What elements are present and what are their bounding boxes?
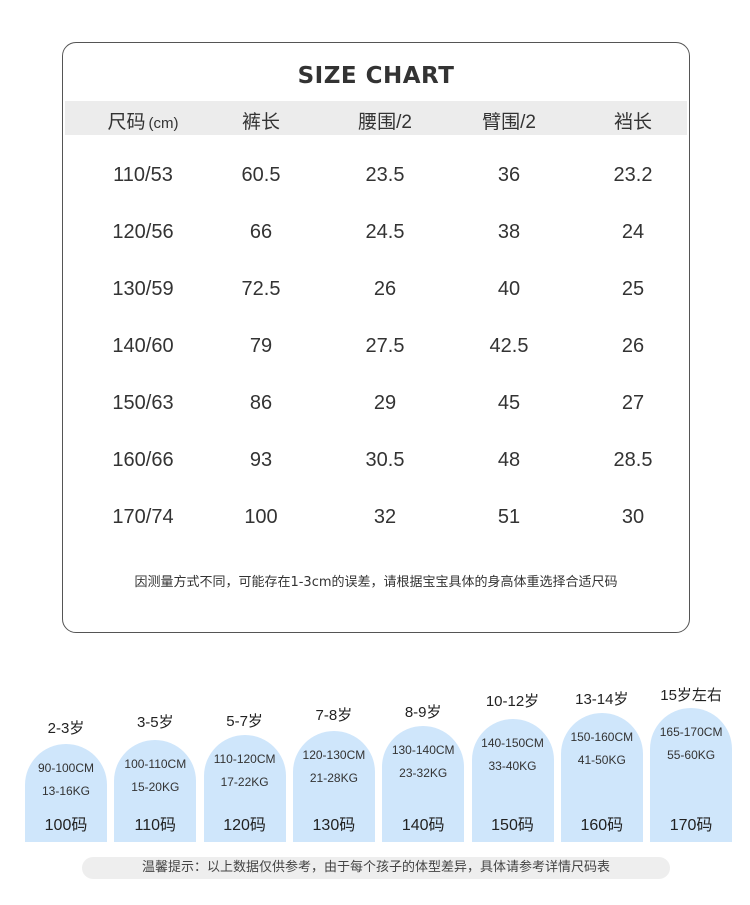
age-label: 13-14岁 [575,691,629,708]
table-cell: 23.5 [365,164,405,186]
table-cell: 72.5 [241,278,281,300]
table-cell: 45 [497,392,521,414]
size-code: 160码 [580,817,624,834]
tip-bar: 温馨提示：以上数据仅供参考，由于每个孩子的体型差异，具体请参考详情尺码表 [82,857,670,879]
size-code: 150码 [491,817,534,834]
age-size-card: 13-14岁 150-160CM 41-50KG 160码 [557,0,647,842]
age-size-card: 3-5岁 100-110CM 15-20KG 110码 [110,0,200,842]
table-cell: 120/56 [112,221,174,243]
column-header-label: 臂围/2 [482,112,536,133]
column-header-label: 裆长 [613,112,652,133]
measurement-note: 因测量方式不同，可能存在1-3cm的误差，请根据宝宝具体的身高体重选择合适尺码 [134,575,618,590]
height-range: 165-170CM [659,725,723,739]
age-size-card: 5-7岁 110-120CM 17-22KG 120码 [200,0,290,842]
table-cell: 36 [497,164,521,186]
age-label: 15岁左右 [660,687,722,704]
size-bubble: 100-110CM 15-20KG 110码 [114,740,197,842]
table-cell: 66 [249,221,273,243]
size-bubble: 130-140CM 23-32KG 140码 [382,726,465,842]
height-range: 100-110CM [124,757,187,771]
size-code: 110码 [134,817,177,834]
table-cell: 24.5 [365,221,405,243]
table-cell: 160/66 [112,449,174,471]
column-header: 裤长 [181,107,341,134]
height-range: 110-120CM [213,752,276,766]
size-chart-card: SIZE CHART 尺码 (cm) 裤长 腰围/2 臂围/2 裆长 110/53 60.5 2… [62,42,690,633]
table-cell: 29 [373,392,397,414]
weight-range: 55-60KG [667,748,716,762]
size-bubble: 140-150CM 33-40KG 150码 [471,719,554,842]
table-cell: 79 [249,335,273,357]
column-header-label: 尺码 [107,112,146,133]
size-bubble: 150-160CM 41-50KG 160码 [560,713,643,842]
table-cell: 38 [497,221,521,243]
weight-range: 33-40KG [488,759,537,773]
table-cell: 150/63 [112,392,174,414]
table-cell: 170/74 [112,506,174,528]
table-cell: 27.5 [365,335,405,357]
table-cell: 60.5 [241,164,281,186]
height-range: 140-150CM [481,736,544,750]
column-header: 裆长 [553,107,713,134]
age-size-card: 2-3岁 90-100CM 13-16KG 100码 [21,0,111,842]
size-code: 130码 [312,817,356,834]
height-range: 150-160CM [570,730,634,744]
size-bubble: 165-170CM 55-60KG 170码 [650,708,733,842]
weight-range: 13-16KG [41,784,91,798]
height-range: 120-130CM [302,748,366,762]
table-cell: 140/60 [112,335,174,357]
age-size-card: 8-9岁 130-140CM 23-32KG 140码 [378,0,468,842]
table-cell: 27 [621,392,645,414]
size-bubble: 110-120CM 17-22KG 120码 [203,735,286,842]
size-code: 100码 [44,817,88,834]
table-cell: 30.5 [365,449,405,471]
table-cell: 30 [621,506,645,528]
age-label: 7-8岁 [315,707,353,724]
size-code: 170码 [669,817,713,834]
height-range: 130-140CM [391,743,455,757]
size-bubble: 120-130CM 21-28KG 130码 [292,731,375,842]
size-code: 140码 [401,817,445,834]
weight-range: 23-32KG [399,766,448,780]
table-cell: 48 [497,449,521,471]
age-label: 10-12岁 [485,693,540,710]
weight-range: 17-22KG [220,775,269,789]
age-label: 3-5岁 [136,714,174,731]
column-header: 腰围/2 [305,107,465,134]
table-cell: 130/59 [112,278,174,300]
table-header-band [65,101,687,135]
column-header: 尺码 (cm) [63,107,223,134]
size-code: 120码 [223,817,266,834]
size-bubble: 90-100CM 13-16KG 100码 [25,744,107,842]
table-cell: 23.2 [613,164,653,186]
height-range: 90-100CM [37,761,95,775]
age-label: 8-9岁 [404,704,442,721]
weight-range: 15-20KG [131,780,180,794]
table-cell: 42.5 [489,335,529,357]
table-cell: 40 [497,278,521,300]
size-chart-title: SIZE CHART [297,63,455,89]
column-header-label: 腰围/2 [358,112,412,133]
column-header: 臂围/2 [429,107,589,134]
age-size-card: 10-12岁 140-150CM 33-40KG 150码 [468,0,558,842]
age-size-card: 7-8岁 120-130CM 21-28KG 130码 [289,0,379,842]
column-header-unit: (cm) [148,115,179,132]
table-cell: 26 [621,335,645,357]
table-cell: 32 [373,506,397,528]
table-cell: 24 [621,221,645,243]
weight-range: 21-28KG [309,771,358,785]
table-cell: 86 [249,392,273,414]
table-cell: 100 [244,506,278,528]
table-cell: 51 [497,506,521,528]
table-cell: 28.5 [613,449,653,471]
table-cell: 93 [249,449,273,471]
age-label: 2-3岁 [47,720,85,737]
table-cell: 110/53 [113,164,173,186]
weight-range: 41-50KG [577,753,626,767]
table-cell: 26 [373,278,397,300]
table-cell: 25 [621,278,645,300]
age-size-card: 15岁左右 165-170CM 55-60KG 170码 [646,0,736,842]
age-label: 5-7岁 [226,713,263,730]
column-header-label: 裤长 [241,112,280,133]
